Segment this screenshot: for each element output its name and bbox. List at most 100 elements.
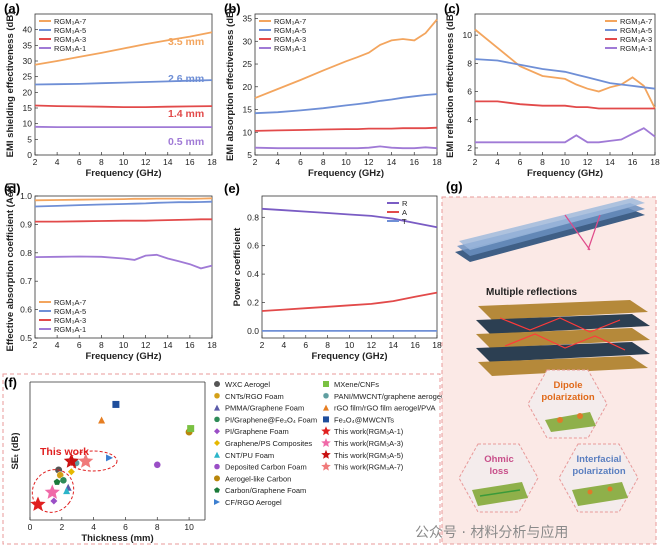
scatter-point bbox=[323, 416, 329, 422]
x-tick-label: 18 bbox=[432, 157, 442, 167]
y-axis-label: Effective absorption coefficient (Aeff) bbox=[5, 183, 16, 352]
x-tick-label: 2 bbox=[33, 340, 38, 350]
thickness-annotation: 0.5 mm bbox=[168, 136, 204, 148]
y-tick-label: 0 bbox=[27, 150, 32, 160]
scatter-point bbox=[214, 381, 220, 387]
series-line-3 bbox=[35, 255, 212, 269]
x-tick-label: 12 bbox=[141, 157, 151, 167]
panel-f-letter: (f) bbox=[4, 375, 17, 390]
x-axis-label: Frequency (GHz) bbox=[311, 351, 387, 362]
x-tick-label: 10 bbox=[345, 340, 355, 350]
x-tick-label: 4 bbox=[495, 157, 500, 167]
y-tick-label: 10 bbox=[23, 119, 33, 129]
scatter-point bbox=[214, 405, 220, 411]
x-tick-label: 10 bbox=[119, 340, 129, 350]
series-line-1 bbox=[35, 202, 212, 207]
legend-label: RGM₃A-7 bbox=[54, 17, 86, 26]
series-line-2 bbox=[35, 219, 212, 221]
x-tick-label: 8 bbox=[540, 157, 545, 167]
legend-label: RGM₃A-5 bbox=[54, 26, 86, 35]
scatter-point bbox=[214, 464, 220, 470]
y-tick-label: 10 bbox=[463, 30, 473, 40]
scatter-point bbox=[214, 393, 220, 399]
y-tick-label: 5 bbox=[27, 134, 32, 144]
watermark-text: 公众号 · 材料分析与应用 bbox=[415, 522, 568, 542]
x-tick-label: 12 bbox=[141, 340, 151, 350]
legend-label: PANI/MWCNT/graphene aerogel bbox=[334, 392, 443, 401]
x-tick-label: 0 bbox=[28, 522, 33, 532]
y-tick-label: 10 bbox=[243, 127, 253, 137]
y-tick-label: 0.9 bbox=[20, 219, 32, 229]
x-tick-label: 4 bbox=[275, 157, 280, 167]
x-tick-label: 16 bbox=[410, 157, 420, 167]
x-tick-label: 8 bbox=[99, 157, 104, 167]
x-tick-label: 6 bbox=[77, 157, 82, 167]
x-tick-label: 6 bbox=[77, 340, 82, 350]
series-line-2 bbox=[35, 106, 212, 108]
y-tick-label: 0.4 bbox=[247, 269, 259, 279]
scatter-point bbox=[323, 405, 329, 411]
legend-label: This work(RGM₃A-5) bbox=[334, 451, 404, 460]
scatter-point bbox=[187, 425, 194, 432]
scatter-point bbox=[321, 462, 331, 471]
scatter-point bbox=[214, 475, 220, 481]
x-tick-label: 10 bbox=[119, 157, 129, 167]
y-tick-label: 4 bbox=[467, 115, 472, 125]
legend-label: RGM₃A-5 bbox=[274, 26, 306, 35]
x-tick-label: 2 bbox=[253, 157, 258, 167]
panel-g-letter: (g) bbox=[446, 179, 463, 194]
reflection-layers-icon bbox=[476, 300, 650, 376]
x-tick-label: 2 bbox=[260, 340, 265, 350]
y-axis-label: SEₜ (dB) bbox=[10, 432, 21, 469]
legend-label: RGM₃A-1 bbox=[274, 44, 306, 53]
series-line-1 bbox=[262, 293, 437, 311]
legend-label: RGM₃A-1 bbox=[620, 44, 652, 53]
y-axis-label: EMI shielding effectiveness (dB) bbox=[5, 12, 16, 158]
legend-label: RGM₃A-5 bbox=[620, 26, 652, 35]
y-tick-label: 2 bbox=[467, 143, 472, 153]
scatter-point bbox=[214, 440, 220, 446]
legend-label: WXC Aerogel bbox=[225, 380, 270, 389]
x-tick-label: 6 bbox=[298, 157, 303, 167]
scatter-point bbox=[45, 484, 60, 499]
legend-label: RGM₃A-1 bbox=[54, 325, 86, 334]
legend-label: RGM₃A-3 bbox=[54, 35, 86, 44]
scatter-point bbox=[50, 498, 57, 505]
legend-label: MXene/CNFs bbox=[334, 380, 379, 389]
legend-label: This work(RGM₃A-7) bbox=[334, 463, 404, 472]
x-tick-label: 14 bbox=[389, 340, 399, 350]
x-tick-label: 10 bbox=[341, 157, 351, 167]
dipole-label-line2: polarization bbox=[541, 392, 595, 403]
y-tick-label: 20 bbox=[243, 82, 253, 92]
legend-label: Deposited Carbon Foam bbox=[225, 463, 307, 472]
x-axis-label: Frequency (GHz) bbox=[85, 168, 161, 179]
legend-label: Carbon/Graphene Foam bbox=[225, 486, 306, 495]
scatter-point bbox=[68, 468, 75, 475]
y-tick-label: 0.8 bbox=[20, 248, 32, 258]
legend-label: R bbox=[402, 199, 408, 208]
legend-label: CNT/PU Foam bbox=[225, 451, 274, 460]
scatter-point bbox=[321, 438, 331, 447]
x-tick-label: 12 bbox=[367, 340, 377, 350]
y-tick-label: 0.6 bbox=[20, 305, 32, 315]
x-axis-label: Frequency (GHz) bbox=[527, 168, 603, 179]
x-tick-label: 16 bbox=[185, 340, 195, 350]
x-tick-label: 10 bbox=[560, 157, 570, 167]
x-tick-label: 8 bbox=[155, 522, 160, 532]
x-tick-label: 6 bbox=[303, 340, 308, 350]
scatter-point bbox=[323, 393, 329, 399]
scatter-point bbox=[214, 499, 220, 505]
legend-label: RGM₃A-3 bbox=[274, 35, 306, 44]
x-tick-label: 4 bbox=[91, 522, 96, 532]
y-tick-label: 35 bbox=[23, 40, 33, 50]
dipole-label-line1: Dipole bbox=[553, 380, 582, 391]
y-tick-label: 30 bbox=[23, 56, 33, 66]
y-tick-label: 0.8 bbox=[247, 212, 259, 222]
x-tick-label: 8 bbox=[99, 340, 104, 350]
legend-label: This work(RGM₃A-1) bbox=[334, 427, 404, 436]
x-tick-label: 18 bbox=[650, 157, 660, 167]
x-tick-label: 14 bbox=[605, 157, 615, 167]
